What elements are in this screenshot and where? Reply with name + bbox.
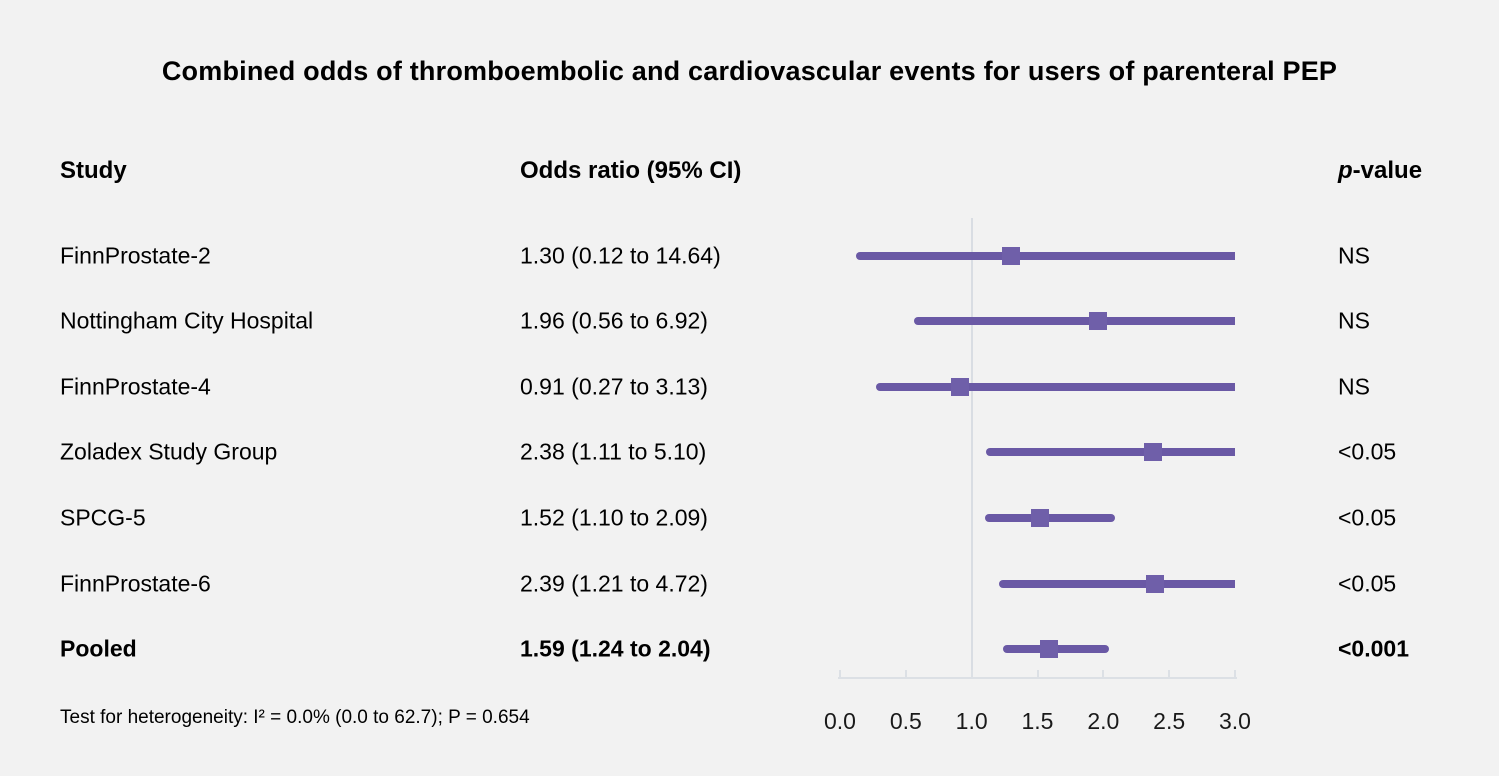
odds-ratio-value: 1.59 (1.24 to 2.04): [520, 635, 711, 662]
x-axis-tick: [1234, 670, 1236, 677]
x-axis-tick-label: 0.0: [824, 708, 856, 734]
p-value: <0.05: [1338, 504, 1397, 531]
x-axis-tick: [970, 670, 973, 677]
odds-ratio-marker: [950, 378, 969, 396]
confidence-interval-line: [984, 514, 1116, 522]
p-value: <0.001: [1338, 635, 1409, 662]
reference-line-or-1: [970, 218, 973, 679]
confidence-interval-line: [913, 317, 1235, 325]
odds-ratio-value: 1.30 (0.12 to 14.64): [520, 242, 721, 269]
column-header-p-value: p-value: [1338, 157, 1422, 185]
x-axis-tick: [1036, 670, 1039, 677]
odds-ratio-marker: [1145, 575, 1164, 593]
p-value: NS: [1338, 242, 1370, 269]
study-name: FinnProstate-4: [60, 373, 211, 400]
x-axis-line: [838, 677, 1237, 679]
odds-ratio-marker: [1040, 640, 1059, 658]
study-name: Pooled: [60, 635, 137, 662]
odds-ratio-value: 0.91 (0.27 to 3.13): [520, 373, 708, 400]
study-name: FinnProstate-6: [60, 570, 211, 597]
odds-ratio-marker: [1144, 443, 1163, 461]
confidence-interval-line: [986, 448, 1235, 456]
odds-ratio-marker: [1089, 312, 1108, 330]
x-axis-tick: [904, 670, 907, 677]
odds-ratio-marker: [1031, 509, 1050, 527]
confidence-interval-line: [875, 383, 1235, 391]
x-axis-tick-label: 2.5: [1153, 708, 1186, 734]
x-axis-tick-label: 2.0: [1087, 708, 1120, 734]
odds-ratio-marker: [1002, 247, 1021, 265]
heterogeneity-note: Test for heterogeneity: I² = 0.0% (0.0 t…: [60, 707, 530, 728]
chart-title: Combined odds of thromboembolic and card…: [161, 56, 1338, 86]
study-name: Zoladex Study Group: [60, 438, 278, 465]
x-axis-tick: [1168, 670, 1171, 677]
odds-ratio-value: 1.96 (0.56 to 6.92): [520, 307, 708, 334]
study-name: Nottingham City Hospital: [60, 307, 314, 334]
column-header-odds-ratio: Odds ratio (95% CI): [520, 157, 742, 184]
x-axis-tick-label: 1.0: [955, 708, 988, 734]
odds-ratio-value: 2.39 (1.21 to 4.72): [520, 570, 708, 597]
odds-ratio-value: 2.38 (1.11 to 5.10): [520, 438, 707, 465]
confidence-interval-line: [999, 580, 1235, 588]
p-value: <0.05: [1338, 438, 1397, 465]
confidence-interval-line: [855, 252, 1235, 260]
p-value: NS: [1338, 307, 1370, 334]
p-value: NS: [1338, 373, 1370, 400]
x-axis-tick: [839, 670, 841, 677]
x-axis-tick: [1102, 670, 1105, 677]
study-name: SPCG-5: [60, 504, 146, 531]
x-axis-tick-label: 1.5: [1021, 708, 1054, 734]
x-axis-tick-label: 0.5: [889, 708, 922, 734]
study-name: FinnProstate-2: [60, 242, 211, 269]
x-axis-tick-label: 3.0: [1219, 708, 1251, 734]
odds-ratio-value: 1.52 (1.10 to 2.09): [520, 504, 708, 531]
column-header-study: Study: [60, 157, 127, 184]
p-value-italic-p: p: [1338, 157, 1353, 184]
p-value-rest: -value: [1352, 157, 1423, 184]
p-value: <0.05: [1338, 570, 1397, 597]
